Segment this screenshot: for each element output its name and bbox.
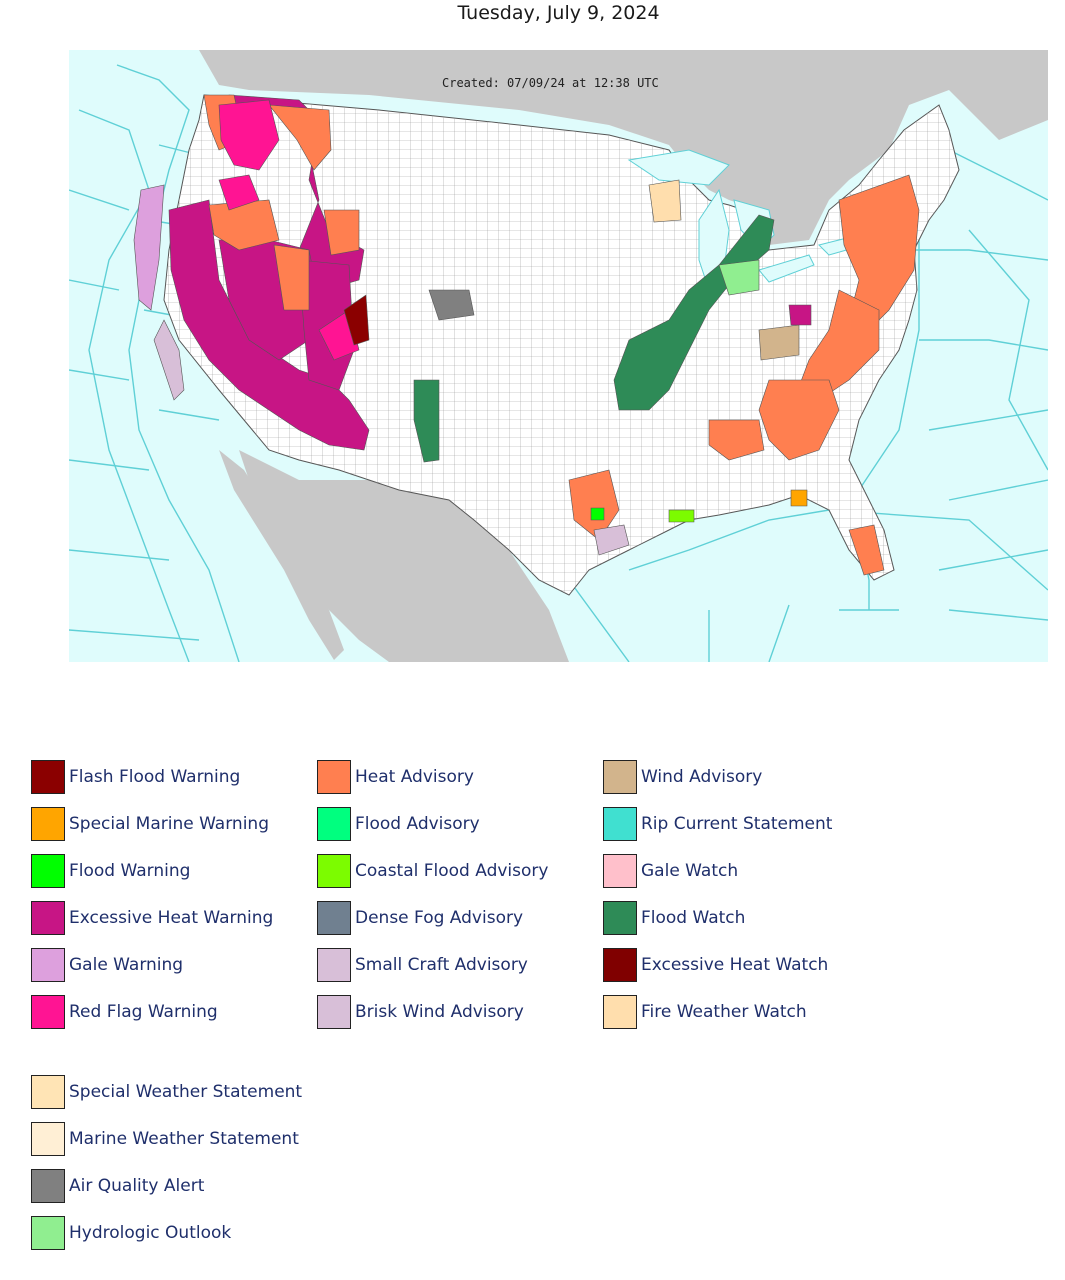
legend-label: Small Craft Advisory	[355, 955, 528, 975]
legend-swatch	[603, 948, 637, 982]
legend-swatch	[317, 948, 351, 982]
legend-swatch	[31, 1169, 65, 1203]
legend-label: Gale Warning	[69, 955, 184, 975]
heat-advisory-area	[323, 209, 360, 256]
legend-swatch	[31, 1075, 65, 1109]
legend-swatch	[603, 760, 637, 794]
alert-areas	[133, 94, 920, 576]
legend-label: Special Weather Statement	[69, 1082, 303, 1102]
red-flag-warning-area	[218, 174, 260, 211]
legend-item: Special Marine Warning	[31, 805, 269, 843]
legend-item: Marine Weather Statement	[31, 1120, 299, 1158]
heat-advisory-area	[708, 419, 765, 461]
legend-item: Flood Watch	[603, 899, 745, 937]
legend-label: Flood Advisory	[355, 814, 480, 834]
legend-swatch	[317, 901, 351, 935]
heat-advisory-area	[208, 199, 280, 251]
legend-swatch	[317, 807, 351, 841]
fire-weather-watch-area	[648, 179, 682, 223]
legend-item: Special Weather Statement	[31, 1073, 302, 1111]
legend-swatch	[603, 854, 637, 888]
legend-swatch	[317, 854, 351, 888]
legend-swatch	[31, 901, 65, 935]
legend-label: Excessive Heat Warning	[69, 908, 274, 928]
legend-swatch	[31, 760, 65, 794]
legend-swatch	[31, 1216, 65, 1250]
special-marine-warning-area	[790, 489, 808, 507]
legend-label: Flood Warning	[69, 861, 191, 881]
excessive-heat-warning-area	[788, 304, 812, 326]
legend-item: Red Flag Warning	[31, 993, 218, 1031]
heat-advisory-area	[273, 244, 310, 311]
flood-warning-area	[590, 507, 605, 521]
legend-item: Gale Warning	[31, 946, 183, 984]
legend-item: Excessive Heat Watch	[603, 946, 828, 984]
heat-advisory-area	[268, 104, 332, 171]
page-title: Tuesday, July 9, 2024	[457, 2, 660, 24]
legend-item: Wind Advisory	[603, 758, 762, 796]
legend-label: Dense Fog Advisory	[355, 908, 524, 928]
legend-label: Coastal Flood Advisory	[355, 861, 549, 881]
small-craft-advisory-area	[153, 319, 185, 401]
legend-item: Dense Fog Advisory	[317, 899, 523, 937]
legend-swatch	[317, 995, 351, 1029]
legend-label: Heat Advisory	[355, 767, 474, 787]
legend-label: Special Marine Warning	[69, 814, 269, 834]
legend-label: Excessive Heat Watch	[641, 955, 829, 975]
canada-land	[199, 50, 1048, 245]
legend-label: Marine Weather Statement	[69, 1129, 299, 1149]
map-created-timestamp: Created: 07/09/24 at 12:38 UTC	[442, 76, 659, 90]
legend-swatch	[31, 995, 65, 1029]
coastal-flood-advisory-area	[668, 509, 695, 523]
flood-watch-area	[413, 379, 440, 463]
legend-item: Coastal Flood Advisory	[317, 852, 548, 890]
legend-item: Heat Advisory	[317, 758, 474, 796]
legend-swatch	[603, 901, 637, 935]
legend-swatch	[317, 760, 351, 794]
legend-item: Excessive Heat Warning	[31, 899, 273, 937]
legend-item: Flash Flood Warning	[31, 758, 240, 796]
legend-label: Red Flag Warning	[69, 1002, 218, 1022]
heat-advisory-area	[758, 379, 840, 461]
legend-label: Wind Advisory	[641, 767, 763, 787]
weather-alert-map: Created: 07/09/24 at 12:38 UTC	[69, 50, 1048, 662]
heat-advisory-area	[568, 469, 620, 541]
legend-swatch	[603, 995, 637, 1029]
legend-swatch	[31, 854, 65, 888]
legend-label: Air Quality Alert	[69, 1176, 205, 1196]
small-craft-advisory-area	[593, 524, 630, 556]
legend-swatch	[603, 807, 637, 841]
legend-item: Flood Advisory	[317, 805, 480, 843]
legend-label: Fire Weather Watch	[641, 1002, 807, 1022]
legend-item: Air Quality Alert	[31, 1167, 204, 1205]
red-flag-warning-area	[218, 99, 280, 171]
wind-advisory-area	[758, 324, 800, 361]
legend-swatch	[31, 807, 65, 841]
baja-peninsula	[219, 450, 344, 660]
legend-item: Rip Current Statement	[603, 805, 832, 843]
flash-flood-warning-area	[343, 294, 370, 346]
legend-label: Hydrologic Outlook	[69, 1223, 232, 1243]
legend-item: Fire Weather Watch	[603, 993, 807, 1031]
air-quality-alert-area	[428, 289, 475, 321]
marine-zones	[69, 64, 1048, 662]
legend-item: Hydrologic Outlook	[31, 1214, 231, 1252]
gale-warning-area	[133, 184, 165, 311]
hydrologic-outlook-area	[718, 259, 760, 296]
legend-label: Gale Watch	[641, 861, 739, 881]
heat-advisory-area	[848, 524, 885, 576]
legend-item: Brisk Wind Advisory	[317, 993, 524, 1031]
mexico-land	[239, 450, 569, 662]
legend-swatch	[31, 948, 65, 982]
legend-label: Rip Current Statement	[641, 814, 833, 834]
legend-label: Flash Flood Warning	[69, 767, 241, 787]
legend-swatch	[31, 1122, 65, 1156]
legend-item: Gale Watch	[603, 852, 738, 890]
legend-item: Flood Warning	[31, 852, 190, 890]
legend-label: Flood Watch	[641, 908, 746, 928]
legend-label: Brisk Wind Advisory	[355, 1002, 524, 1022]
legend-item: Small Craft Advisory	[317, 946, 528, 984]
